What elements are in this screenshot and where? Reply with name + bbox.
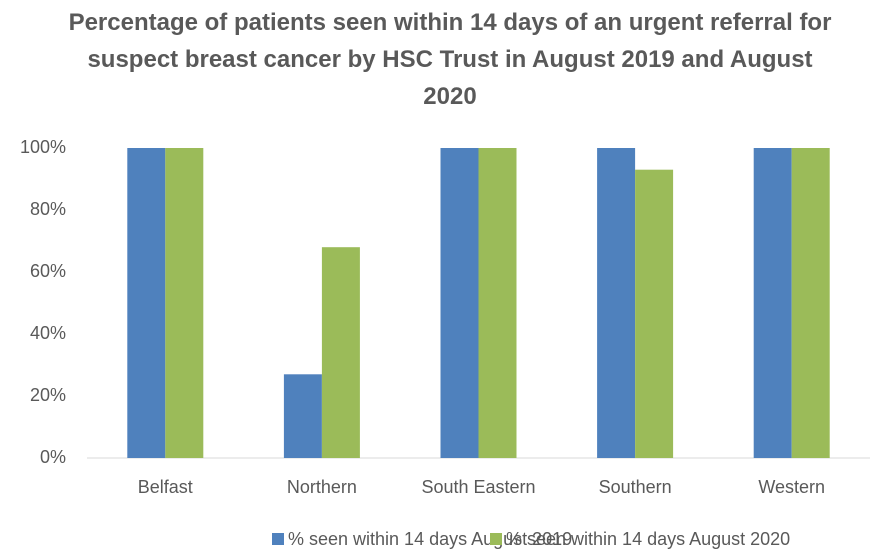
bar <box>283 374 322 458</box>
bar <box>127 148 166 458</box>
bar <box>635 169 674 458</box>
bar <box>753 148 792 458</box>
y-tick-label: 80% <box>30 199 66 219</box>
bar <box>597 148 636 458</box>
x-tick-label: South Eastern <box>421 477 535 497</box>
legend-swatch <box>272 533 284 545</box>
legend-swatch <box>490 533 502 545</box>
legend-label: % seen within 14 days August 2020 <box>506 529 790 549</box>
x-tick-label: Western <box>758 477 825 497</box>
x-tick-label: Belfast <box>138 477 193 497</box>
y-tick-label: 100% <box>20 137 66 157</box>
y-tick-label: 20% <box>30 385 66 405</box>
y-tick-label: 60% <box>30 261 66 281</box>
y-tick-label: 0% <box>40 447 66 467</box>
x-tick-label: Northern <box>287 477 357 497</box>
x-tick-label: Southern <box>599 477 672 497</box>
bar <box>321 247 360 458</box>
chart-title: Percentage of patients seen within 14 da… <box>68 9 832 110</box>
bar <box>165 148 204 458</box>
y-tick-label: 40% <box>30 323 66 343</box>
bar <box>440 148 479 458</box>
bar <box>791 148 830 458</box>
bar <box>478 148 517 458</box>
